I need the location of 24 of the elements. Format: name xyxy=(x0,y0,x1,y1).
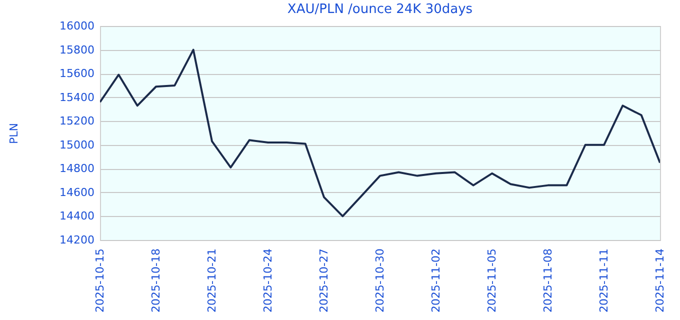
x-tick-label: 2025-10-24 xyxy=(262,248,274,312)
y-tick-label: 15400 xyxy=(60,90,94,104)
y-tick-label: 16000 xyxy=(60,20,94,32)
x-tick-label: 2025-10-27 xyxy=(318,248,330,312)
y-tick-label: 14200 xyxy=(60,234,94,246)
y-tick-label: 15000 xyxy=(60,138,94,152)
x-tick-label: 2025-11-14 xyxy=(654,248,666,312)
chart-title: XAU/PLN /ounce 24K 30days xyxy=(287,2,473,17)
y-tick-label: 14400 xyxy=(60,210,94,223)
x-tick-label: 2025-11-11 xyxy=(598,248,610,312)
y-tick-label: 15600 xyxy=(60,67,94,80)
x-tick-label: 2025-11-08 xyxy=(542,248,554,312)
y-tick-label: 15800 xyxy=(60,43,94,56)
line-series xyxy=(100,48,660,218)
x-tick-label: 2025-10-15 xyxy=(94,248,106,312)
x-tick-label: 2025-10-18 xyxy=(150,248,162,312)
y-tick-label: 14600 xyxy=(60,186,94,199)
y-axis-title: PLN xyxy=(8,123,21,144)
x-tick-label: 2025-10-21 xyxy=(206,248,218,312)
y-tick-label: 14800 xyxy=(60,162,94,176)
x-tick-label: 2025-10-30 xyxy=(374,248,386,312)
x-tick-label: 2025-11-02 xyxy=(430,248,442,312)
y-tick-label: 15200 xyxy=(60,114,94,128)
x-tick-label: 2025-11-05 xyxy=(486,248,498,312)
